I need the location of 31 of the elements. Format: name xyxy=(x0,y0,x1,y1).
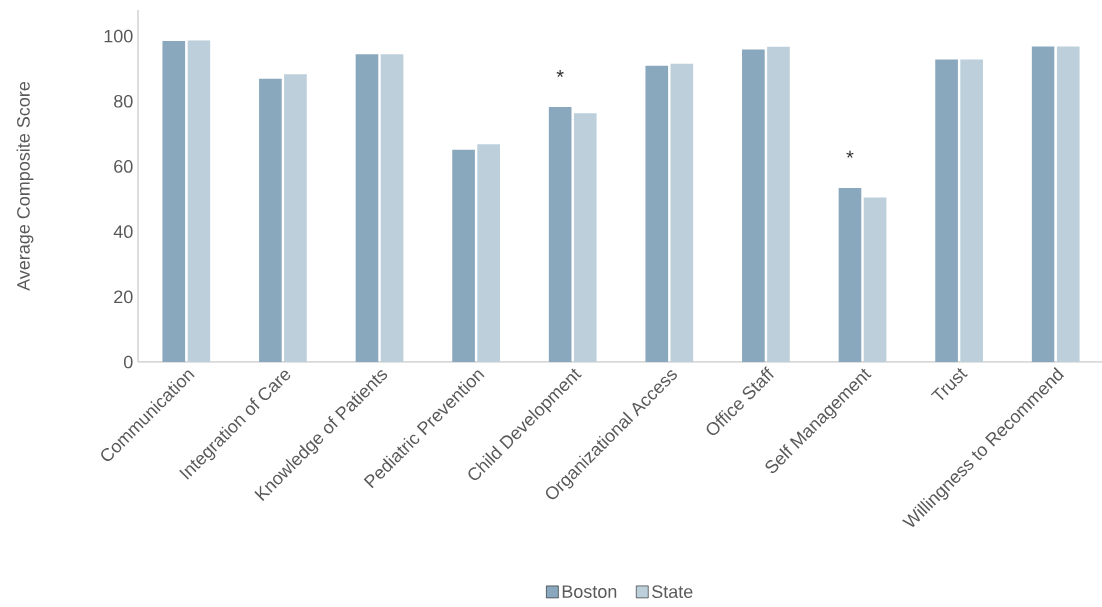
bar xyxy=(284,74,307,362)
y-tick-label: 60 xyxy=(114,160,133,173)
bar xyxy=(1031,46,1055,362)
bar xyxy=(742,49,765,362)
y-tick-label: 40 xyxy=(113,225,133,238)
bar xyxy=(645,65,669,362)
bar xyxy=(452,149,475,362)
legend-label: Boston xyxy=(562,585,617,598)
y-tick-label: 20 xyxy=(114,290,133,304)
y-tick-label: 0 xyxy=(123,355,133,369)
bar xyxy=(477,144,500,362)
bar xyxy=(259,78,282,362)
bar xyxy=(670,63,694,362)
y-tick-label: 100 xyxy=(104,29,133,43)
bar xyxy=(935,59,958,362)
bar xyxy=(573,113,597,362)
y-tick-label: 80 xyxy=(114,94,133,108)
legend-label: State xyxy=(652,585,693,599)
bar xyxy=(863,197,887,362)
annotation: * xyxy=(846,150,854,158)
bar xyxy=(767,46,790,362)
bar xyxy=(960,59,983,362)
y-axis-title: Average Composite Score xyxy=(16,81,34,291)
bar xyxy=(548,107,572,362)
bar xyxy=(355,54,379,362)
bar xyxy=(838,187,862,362)
bar xyxy=(380,54,404,362)
bar xyxy=(162,40,186,362)
annotation: * xyxy=(556,69,564,78)
bar xyxy=(1056,46,1080,362)
bar xyxy=(187,40,211,362)
